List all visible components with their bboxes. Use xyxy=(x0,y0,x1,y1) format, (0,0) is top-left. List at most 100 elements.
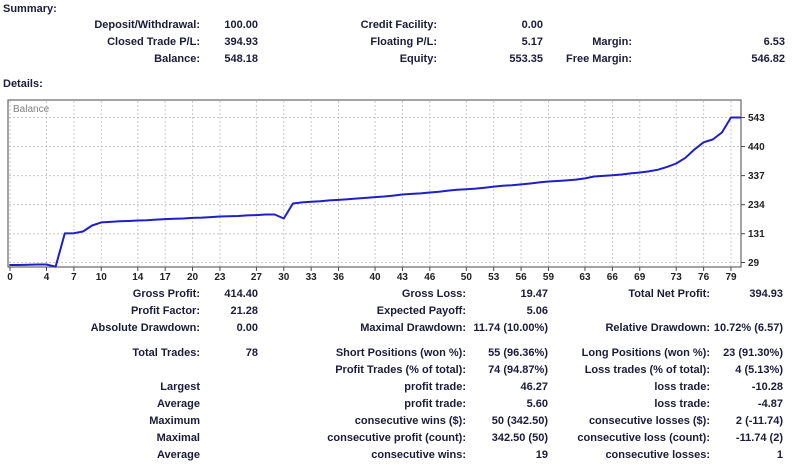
stat-label: profit trade: xyxy=(404,381,466,393)
stat-value: 50 (342.50) xyxy=(491,415,548,427)
x-axis-tick-label: 0 xyxy=(7,272,13,282)
stat-label: consecutive wins ($): xyxy=(354,415,466,427)
stat-value xyxy=(200,447,258,464)
stat-value: 10.72% (6.57) xyxy=(713,322,783,334)
stat-label: Total Net Profit: xyxy=(628,288,710,300)
stat-value: 5.60 xyxy=(526,398,548,410)
x-axis-tick-label: 59 xyxy=(543,272,555,282)
stat-label: loss trade: xyxy=(654,381,710,393)
details-heading: Details: xyxy=(3,78,43,90)
stat-value: 1 xyxy=(776,449,783,461)
stat-label: Average xyxy=(156,398,200,410)
stat-label: Expected Payoff: xyxy=(376,305,466,317)
chart-legend-balance: Balance xyxy=(13,104,50,115)
stat-label: consecutive losses ($): xyxy=(588,415,710,427)
stat-label: Average xyxy=(156,449,200,461)
x-axis-tick-label: 73 xyxy=(671,272,683,282)
stat-label: Gross Loss: xyxy=(401,288,466,300)
stat-value: -11.74 (2) xyxy=(735,432,783,444)
stat-label: Closed Trade P/L: xyxy=(107,36,200,48)
x-axis-tick-label: 69 xyxy=(634,272,646,282)
stat-label: Long Positions (won %): xyxy=(581,347,710,359)
stat-label: Total Trades: xyxy=(132,347,200,359)
stat-value: 19 xyxy=(535,449,548,461)
stat-label: Short Positions (won %): xyxy=(335,347,466,359)
stat-value xyxy=(200,362,258,379)
stat-label xyxy=(548,303,710,320)
x-axis-tick-label: 33 xyxy=(306,272,318,282)
stat-label: consecutive losses: xyxy=(605,449,710,461)
y-axis-tick-label: 29 xyxy=(748,258,760,269)
x-axis-tick-label: 23 xyxy=(214,272,226,282)
x-axis-tick-label: 79 xyxy=(725,272,737,282)
x-axis-tick-label: 46 xyxy=(424,272,436,282)
stat-value: 19.47 xyxy=(520,288,548,300)
x-axis-tick-label: 66 xyxy=(607,272,619,282)
x-axis-tick-label: 63 xyxy=(579,272,591,282)
stat-label: Profit Factor: xyxy=(130,305,200,317)
y-axis-tick-label: 131 xyxy=(748,229,765,240)
x-axis-tick-label: 53 xyxy=(488,272,500,282)
x-axis-tick-label: 30 xyxy=(278,272,290,282)
stat-label: Gross Profit: xyxy=(132,288,200,300)
stat-value: 546.82 xyxy=(751,53,785,65)
stat-value: 0.00 xyxy=(521,19,543,31)
x-axis-tick-label: 36 xyxy=(333,272,345,282)
stat-value: 23 (91.30%) xyxy=(723,347,783,359)
y-axis-tick-label: 234 xyxy=(748,200,765,211)
x-axis-tick-label: 7 xyxy=(71,272,77,282)
x-axis-tick-label: 40 xyxy=(370,272,382,282)
x-axis-tick-label: 76 xyxy=(698,272,710,282)
y-axis-tick-label: 543 xyxy=(748,113,765,124)
stats-table-trades: Total Trades: 78 Short Positions (won %): 5… xyxy=(0,345,800,464)
stat-label: Maximal Drawdown: xyxy=(360,322,466,334)
stat-value: -10.28 xyxy=(751,381,783,393)
stat-label: Largest xyxy=(160,381,200,393)
summary-heading: Summary: xyxy=(3,3,57,15)
balance-chart: 543 440 337 234 131 29 0 4 7 10 14 17 20 23 27 30 33 36 40… xyxy=(7,99,765,282)
stat-label: Balance: xyxy=(154,53,200,65)
stat-label: Maximal xyxy=(156,432,200,444)
stat-label: Credit Facility: xyxy=(360,19,437,31)
stat-value: 74 (94.87%) xyxy=(488,364,548,376)
x-axis-tick-label: 14 xyxy=(132,272,144,282)
stat-value: 5.06 xyxy=(526,305,548,317)
stat-value: 394.93 xyxy=(224,36,258,48)
stat-value: 55 (96.36%) xyxy=(488,347,548,359)
stat-value: 5.17 xyxy=(521,36,543,48)
stat-label: Equity: xyxy=(399,53,437,65)
stat-label: profit trade: xyxy=(404,398,466,410)
stat-value xyxy=(200,379,258,396)
stat-label: Relative Drawdown: xyxy=(605,322,710,334)
stat-value xyxy=(632,17,785,34)
stat-value: 0.00 xyxy=(236,322,258,334)
stat-label: Absolute Drawdown: xyxy=(90,322,200,334)
stat-value: 553.35 xyxy=(509,53,543,65)
stat-value: 6.53 xyxy=(763,36,785,48)
x-axis-tick-label: 27 xyxy=(251,272,263,282)
stat-label: Loss trades (% of total): xyxy=(584,364,710,376)
x-axis-tick-label: 56 xyxy=(516,272,528,282)
stat-label: consecutive wins: xyxy=(371,449,466,461)
stat-label: Maximum xyxy=(149,415,200,427)
stat-value: 11.74 (10.00%) xyxy=(473,322,548,334)
stat-value: -4.87 xyxy=(757,398,783,410)
stat-value: 2 (-11.74) xyxy=(735,415,783,427)
x-axis-tick-label: 43 xyxy=(397,272,409,282)
stat-value: 342.50 (50) xyxy=(491,432,548,444)
stat-label: loss trade: xyxy=(654,398,710,410)
stat-value: 78 xyxy=(245,347,258,359)
stat-label: Deposit/Withdrawal: xyxy=(94,19,200,31)
x-axis-tick-label: 10 xyxy=(96,272,108,282)
stat-value xyxy=(200,430,258,447)
stat-label: consecutive profit (count): xyxy=(327,432,466,444)
balance-line-series xyxy=(9,116,741,268)
stats-table-profit: Gross Profit: 414.40 Gross Loss: 19.47 Total… xyxy=(0,286,800,337)
stat-label xyxy=(543,17,632,34)
x-axis-tick-label: 50 xyxy=(461,272,473,282)
stat-label: Free Margin: xyxy=(565,53,632,65)
stat-value: 414.40 xyxy=(224,288,258,300)
stat-value: 100.00 xyxy=(224,19,258,31)
summary-table: Deposit/Withdrawal: 100.00 Credit Facility… xyxy=(0,17,800,68)
stat-label xyxy=(0,362,200,379)
